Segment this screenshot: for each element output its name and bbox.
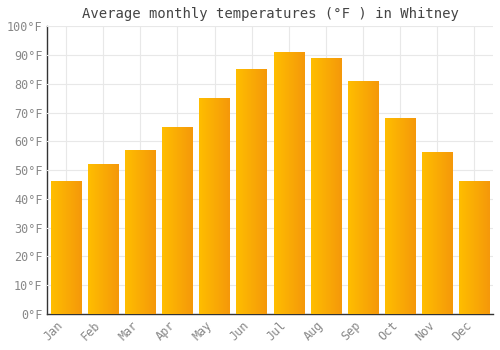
Title: Average monthly temperatures (°F ) in Whitney: Average monthly temperatures (°F ) in Wh… [82,7,458,21]
